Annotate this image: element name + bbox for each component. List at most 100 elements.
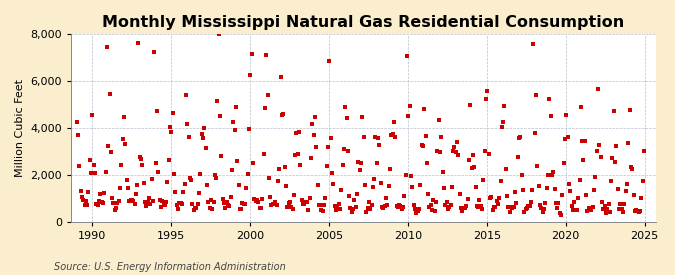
Point bbox=[471, 204, 482, 208]
Point bbox=[302, 200, 313, 204]
Point bbox=[340, 105, 350, 109]
Point bbox=[560, 137, 570, 141]
Point bbox=[493, 202, 504, 207]
Point bbox=[574, 178, 585, 183]
Point bbox=[241, 186, 252, 191]
Point bbox=[448, 149, 458, 153]
Point bbox=[547, 173, 558, 178]
Point bbox=[316, 208, 327, 212]
Point bbox=[101, 45, 112, 50]
Point bbox=[284, 199, 295, 204]
Point bbox=[604, 210, 615, 214]
Point bbox=[78, 198, 88, 202]
Point bbox=[211, 176, 221, 181]
Point bbox=[373, 136, 383, 141]
Point bbox=[286, 204, 296, 209]
Point bbox=[304, 196, 315, 200]
Point bbox=[440, 203, 451, 207]
Point bbox=[445, 203, 456, 208]
Point bbox=[357, 114, 368, 119]
Point bbox=[277, 113, 288, 118]
Point bbox=[146, 176, 157, 181]
Point bbox=[315, 203, 325, 207]
Point bbox=[215, 114, 225, 118]
Point bbox=[151, 109, 162, 114]
Point bbox=[208, 200, 219, 205]
Point bbox=[105, 150, 116, 154]
Point bbox=[179, 182, 190, 186]
Point bbox=[497, 120, 508, 124]
Point bbox=[299, 201, 310, 206]
Point bbox=[564, 182, 574, 186]
Point bbox=[568, 208, 578, 212]
Point bbox=[90, 171, 101, 175]
Point bbox=[228, 120, 239, 125]
Point bbox=[531, 92, 541, 97]
Point bbox=[529, 131, 540, 135]
Point bbox=[446, 185, 457, 189]
Point bbox=[258, 152, 269, 156]
Point bbox=[91, 202, 102, 206]
Point bbox=[486, 195, 497, 200]
Point bbox=[178, 189, 188, 194]
Point bbox=[362, 206, 373, 210]
Point bbox=[292, 152, 303, 156]
Point bbox=[597, 200, 608, 204]
Point bbox=[468, 153, 479, 157]
Point bbox=[441, 200, 452, 205]
Point bbox=[485, 196, 495, 200]
Point bbox=[553, 201, 564, 205]
Point bbox=[562, 135, 573, 139]
Point bbox=[216, 153, 227, 158]
Point bbox=[443, 204, 454, 209]
Point bbox=[360, 183, 371, 187]
Point bbox=[487, 208, 498, 213]
Point bbox=[263, 176, 274, 180]
Title: Monthly Mississippi Natural Gas Residential Consumption: Monthly Mississippi Natural Gas Resident… bbox=[103, 15, 624, 30]
Point bbox=[472, 205, 483, 210]
Point bbox=[541, 186, 552, 190]
Point bbox=[253, 200, 264, 205]
Point bbox=[353, 160, 364, 164]
Point bbox=[410, 207, 421, 211]
Point bbox=[566, 204, 577, 208]
Point bbox=[74, 164, 84, 169]
Point bbox=[524, 204, 535, 208]
Point bbox=[240, 202, 250, 206]
Point bbox=[551, 206, 562, 211]
Point bbox=[140, 200, 151, 205]
Point bbox=[536, 206, 547, 210]
Point bbox=[586, 208, 597, 212]
Point bbox=[270, 200, 281, 205]
Point bbox=[595, 155, 606, 160]
Point bbox=[622, 182, 632, 186]
Point bbox=[133, 40, 144, 45]
Point bbox=[92, 203, 103, 208]
Point bbox=[324, 58, 335, 63]
Point bbox=[163, 158, 174, 163]
Point bbox=[518, 188, 529, 192]
Point bbox=[158, 202, 169, 207]
Point bbox=[500, 167, 511, 171]
Point bbox=[499, 104, 510, 109]
Point bbox=[104, 92, 115, 96]
Point bbox=[184, 175, 195, 180]
Point bbox=[257, 197, 268, 201]
Point bbox=[507, 206, 518, 211]
Point bbox=[601, 210, 612, 215]
Point bbox=[400, 173, 411, 177]
Point bbox=[576, 105, 587, 109]
Point bbox=[88, 163, 99, 167]
Point bbox=[196, 131, 207, 136]
Point bbox=[209, 173, 220, 177]
Point bbox=[421, 160, 432, 165]
Point bbox=[449, 145, 460, 149]
Point bbox=[342, 149, 353, 154]
Point bbox=[180, 93, 191, 97]
Point bbox=[246, 51, 257, 56]
Point bbox=[573, 196, 584, 200]
Point bbox=[331, 208, 342, 212]
Point bbox=[173, 207, 184, 211]
Point bbox=[356, 160, 367, 165]
Point bbox=[469, 164, 480, 169]
